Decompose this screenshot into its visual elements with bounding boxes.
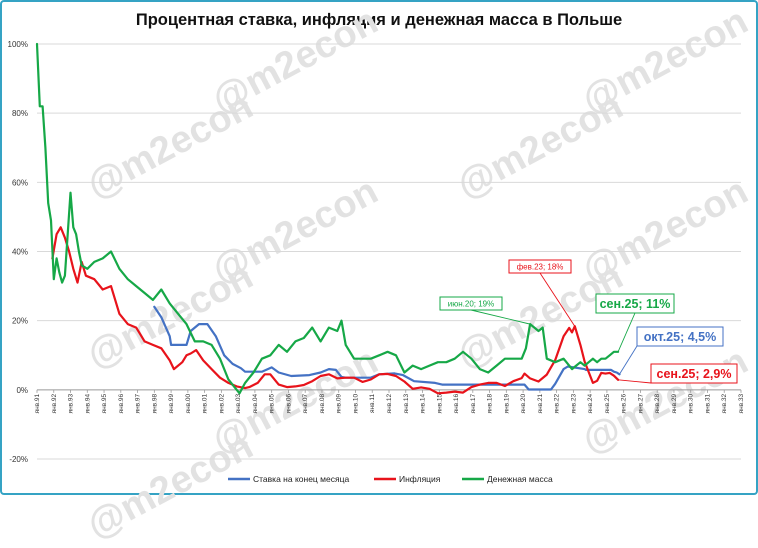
legend-label: Ставка на конец месяца	[253, 474, 349, 484]
x-tick-label: янв.11	[369, 393, 376, 413]
x-tick-label: янв.15	[436, 393, 443, 413]
x-tick-label: янв.93	[68, 393, 75, 413]
x-tick-label: янв.95	[101, 393, 108, 413]
x-tick-label: янв.27	[637, 393, 644, 413]
annotation-box	[636, 326, 724, 347]
y-tick-label: 60%	[12, 178, 28, 187]
annotation-label: окт.25; 4,5%	[644, 330, 716, 344]
x-tick-label: янв.24	[587, 393, 594, 413]
annotation-label: сен.25; 2,9%	[657, 367, 732, 381]
x-tick-label: янв.97	[135, 393, 142, 413]
x-tick-label: янв.03	[235, 393, 242, 413]
x-tick-label: янв.94	[84, 393, 91, 413]
annotation-leader	[470, 309, 531, 325]
x-tick-label: янв.31	[704, 393, 711, 413]
series-line	[51, 226, 620, 395]
x-tick-label: янв.14	[420, 393, 427, 413]
x-tick-label: янв.02	[218, 393, 225, 413]
x-tick-label: янв.04	[252, 393, 259, 413]
annotation-label: фев.23; 18%	[517, 263, 564, 272]
x-tick-label: янв.18	[487, 393, 494, 413]
x-tick-label: янв.01	[202, 393, 209, 413]
x-tick-label: янв.92	[51, 393, 58, 413]
y-tick-label: 40%	[12, 248, 28, 257]
annotation-label: июн.20; 19%	[448, 300, 494, 309]
x-tick-label: янв.16	[453, 393, 460, 413]
annotation-box	[650, 363, 738, 384]
x-tick-label: янв.00	[185, 393, 192, 413]
x-tick-label: янв.23	[570, 393, 577, 413]
x-tick-label: янв.99	[168, 393, 175, 413]
x-tick-label: янв.10	[352, 393, 359, 413]
x-tick-label: янв.98	[151, 393, 158, 413]
x-tick-label: янв.09	[336, 393, 343, 413]
annotation-leader	[539, 272, 576, 327]
x-tick-label: янв.91	[34, 393, 41, 413]
x-tick-label: янв.19	[503, 393, 510, 413]
x-tick-label: янв.12	[386, 393, 393, 413]
annotation-leader	[619, 345, 638, 375]
x-tick-label: янв.20	[520, 393, 527, 413]
chart-frame	[0, 0, 758, 495]
x-tick-label: янв.22	[554, 393, 561, 413]
x-tick-label: янв.28	[654, 393, 661, 413]
annotation-leader	[618, 379, 652, 384]
annotation-box	[439, 296, 503, 311]
x-tick-label: янв.05	[269, 393, 276, 413]
x-tick-label: янв.17	[470, 393, 477, 413]
series-line	[153, 305, 621, 391]
x-tick-label: янв.13	[403, 393, 410, 413]
x-tick-label: янв.96	[118, 393, 125, 413]
annotation-leader	[617, 312, 636, 352]
x-tick-label: янв.29	[671, 393, 678, 413]
annotation-label: сен.25; 11%	[600, 297, 671, 311]
x-tick-label: янв.06	[285, 393, 292, 413]
y-tick-label: 100%	[8, 40, 28, 49]
y-tick-label: -20%	[9, 455, 28, 464]
x-tick-label: янв.33	[738, 393, 745, 413]
x-tick-label: янв.25	[604, 393, 611, 413]
y-tick-label: 80%	[12, 109, 28, 118]
x-tick-label: янв.32	[721, 393, 728, 413]
x-tick-label: янв.07	[302, 393, 309, 413]
x-tick-label: янв.30	[688, 393, 695, 413]
series-line	[35, 42, 620, 395]
y-tick-label: 0%	[16, 386, 28, 395]
x-tick-label: янв.21	[537, 393, 544, 413]
x-tick-label: янв.26	[621, 393, 628, 413]
y-tick-label: 20%	[12, 317, 28, 326]
annotation-box	[508, 259, 572, 274]
x-tick-label: янв.08	[319, 393, 326, 413]
chart-title: Процентная ставка, инфляция и денежная м…	[135, 11, 623, 29]
line-chart: -20% 0% 20% 40% 60% 80% 100% янв.91 янв.92 янв.93…	[8, 40, 745, 484]
annotation-box	[595, 293, 675, 314]
legend-label: Денежная масса	[487, 474, 553, 484]
legend-label: Инфляция	[399, 474, 441, 484]
